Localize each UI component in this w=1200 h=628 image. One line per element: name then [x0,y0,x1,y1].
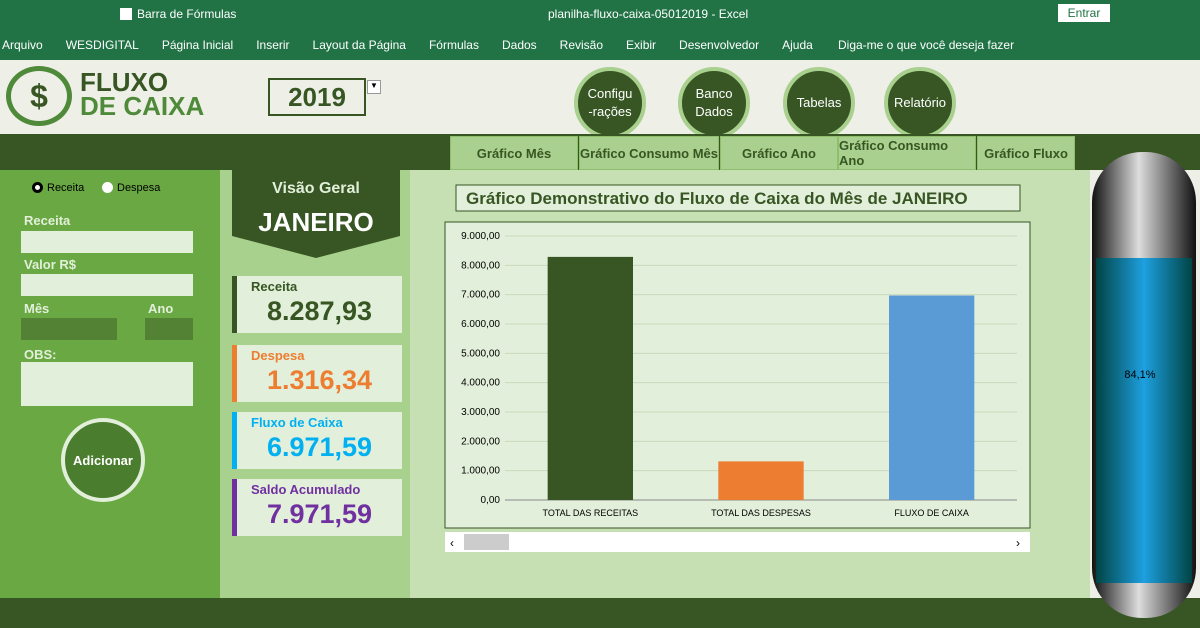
bar [889,295,975,500]
y-tick-label: 3.000,00 [461,407,500,418]
y-tick-label: 4.000,00 [461,378,500,389]
ribbon-tab[interactable]: Arquivo [2,38,43,52]
year-cell[interactable]: 2019 [268,78,366,116]
nav-label: Relatório [893,95,947,110]
ribbon-tabs: Arquivo WESDIGITAL Página Inicial Inserir La… [2,38,813,52]
chart-tab[interactable]: Gráfico Fluxo [977,136,1075,170]
checkbox[interactable] [120,8,132,20]
band [0,598,1200,628]
y-tick-label: 7.000,00 [461,290,500,301]
nav-label: Dados [695,104,733,119]
summary-card: Despesa 1.316,34 [232,345,402,402]
gauge-fill [1096,258,1192,583]
chart: Gráfico Demonstrativo do Fluxo de Caixa … [444,184,1031,552]
field-label: Valor R$ [24,257,77,272]
input[interactable] [21,362,193,406]
scrollbar[interactable] [445,532,1030,552]
card-value: 6.971,59 [266,432,373,462]
summary-card: Receita 8.287,93 [232,276,402,333]
x-tick-label: TOTAL DAS RECEITAS [542,508,638,518]
radio-label: Receita [47,182,85,194]
nav-button[interactable]: Banco Dados [678,67,750,139]
logo-icon: $ [6,66,72,126]
input[interactable] [145,318,193,340]
ribbon-tab[interactable]: WESDIGITAL [65,38,139,52]
card-label: Saldo Acumulado [251,482,361,497]
tell-me[interactable]: Diga-me o que você deseja fazer [838,38,1015,52]
bar [547,256,633,500]
chart-tab[interactable]: Gráfico Ano [720,136,838,170]
card-label: Receita [251,279,298,294]
y-tick-label: 5.000,00 [461,348,500,359]
ribbon-tab[interactable]: Desenvolvedor [679,38,760,52]
nav-label: Banco [695,86,733,101]
input[interactable] [21,231,193,253]
field-label: Receita [24,213,71,228]
overview-title: Visão Geral [272,180,360,197]
y-tick-label: 9.000,00 [461,231,500,242]
card-label: Despesa [251,348,305,363]
title-bar: Barra de Fórmulas planilha-fluxo-caixa-0… [0,0,1200,60]
logo-line: FLUXO [80,67,169,97]
card-value: 1.316,34 [266,365,373,395]
logo-line: DE CAIXA [80,91,205,121]
field-label: Mês [24,301,50,316]
nav-label: -rações [588,104,632,119]
ribbon-tab[interactable]: Layout da Página [312,38,406,52]
radio-label: Despesa [117,182,161,194]
input[interactable] [21,318,117,340]
card-label: Fluxo de Caixa [251,415,343,430]
y-tick-label: 2.000,00 [461,436,500,447]
sign-in-button[interactable]: Entrar [1058,4,1110,22]
field-label: OBS: [24,347,57,362]
chart-tab[interactable]: Gráfico Mês [450,136,578,170]
nav-button[interactable]: Tabelas [783,67,855,139]
dropdown[interactable]: ▼ [367,80,381,94]
card-value: 7.971,59 [266,499,373,529]
x-tick-label: TOTAL DAS DESPESAS [711,508,811,518]
label: Barra de Fórmulas [137,7,237,21]
nav-button[interactable]: Relatório [884,67,956,139]
field-label: Ano [148,301,174,316]
ribbon-tab[interactable]: Revisão [559,38,604,52]
chart-title-box [455,184,1021,212]
y-tick-label: 6.000,00 [461,319,500,330]
input[interactable] [21,274,193,296]
nav-button[interactable]: Configu -rações [574,67,646,139]
chart-title: Gráfico Demonstrativo do Fluxo de Caixa … [466,189,968,208]
logo-text: FLUXO DE CAIXA [80,67,205,121]
scroll-right[interactable]: › [1016,536,1020,550]
nav-label: Tabelas [796,95,842,110]
ribbon-tab[interactable]: Ajuda [782,38,813,52]
ribbon-tab[interactable]: Dados [501,38,537,52]
formula-bar-toggle[interactable]: Barra de Fórmulas [120,7,236,21]
card-value: 8.287,93 [266,296,373,326]
scroll-thumb[interactable] [464,534,509,550]
form-panel: Receita Despesa Receita Valor R$ Mês Ano… [0,170,220,598]
y-tick-label: 0,00 [481,495,501,506]
x-tick-label: FLUXO DE CAIXA [894,508,969,518]
nav-label: Configu [587,86,633,101]
scroll-left[interactable]: ‹ [450,536,454,550]
chart-tab[interactable]: Gráfico Consumo Ano [838,136,976,170]
window-title: planilha-fluxo-caixa-05012019 - Excel [548,7,749,21]
ribbon-tab[interactable]: Página Inicial [161,38,234,52]
radio[interactable]: Receita [32,182,84,194]
ribbon-tab[interactable]: Inserir [256,38,290,52]
y-tick-label: 8.000,00 [461,260,500,271]
bar [718,461,804,500]
gauge-label: 84,1% [1124,369,1155,381]
gauge: 84,1% [1092,152,1196,618]
chart-tab[interactable]: Gráfico Consumo Mês [579,136,719,170]
radio[interactable]: Despesa [102,182,160,194]
summary-card: Fluxo de Caixa 6.971,59 [232,412,402,469]
y-tick-label: 1.000,00 [461,466,500,477]
overview-banner [232,170,400,258]
overview-month: JANEIRO [258,207,374,237]
ribbon-tab[interactable]: Exibir [626,38,657,52]
add-button[interactable]: Adicionar [61,418,145,502]
summary-card: Saldo Acumulado 7.971,59 [232,479,402,536]
ribbon-tab[interactable]: Fórmulas [428,38,479,52]
